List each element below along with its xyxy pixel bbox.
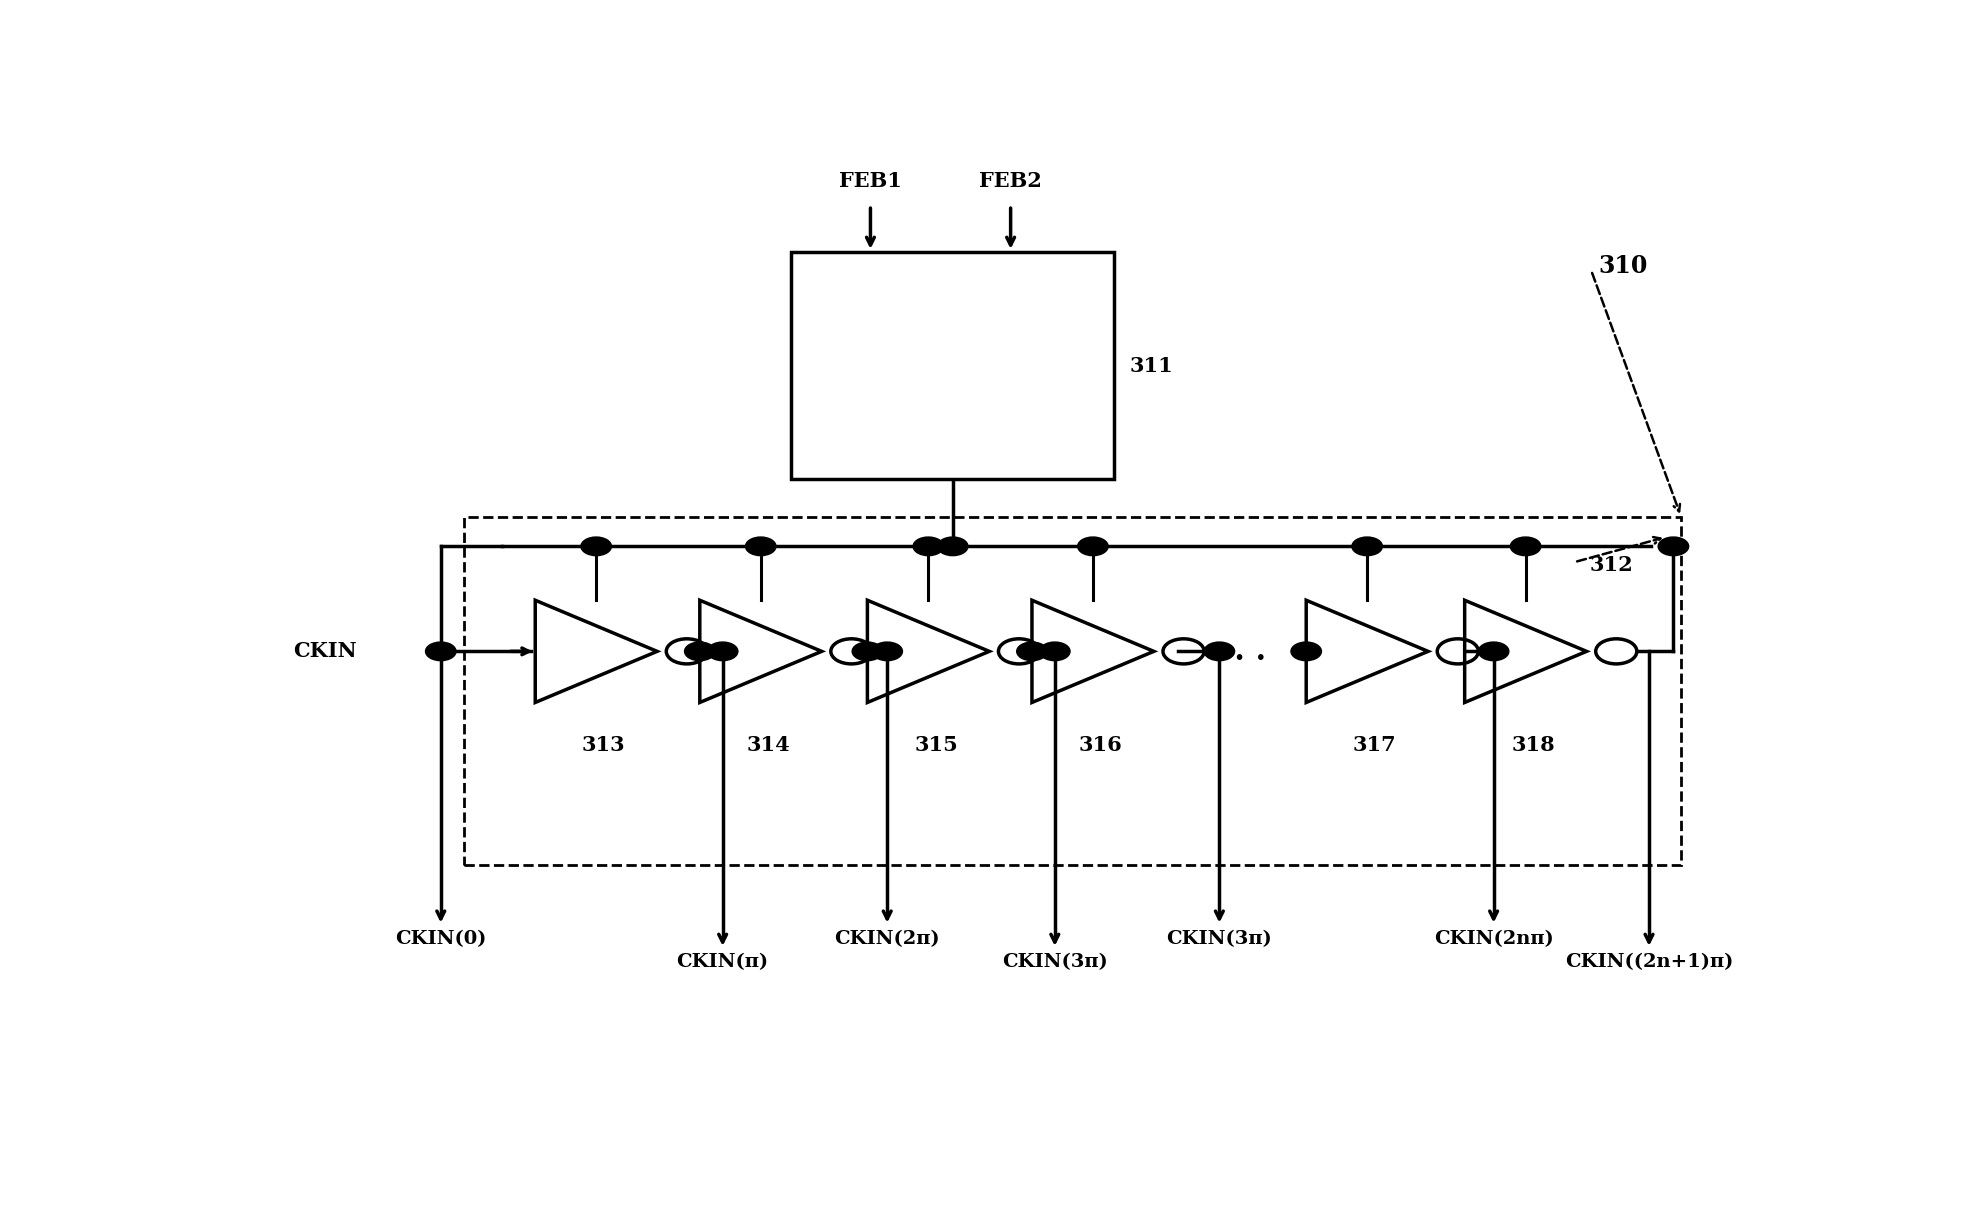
Circle shape xyxy=(1510,537,1541,555)
Circle shape xyxy=(912,537,944,555)
Text: CKIN((2n+1)π): CKIN((2n+1)π) xyxy=(1565,954,1734,972)
Circle shape xyxy=(1353,537,1382,555)
Text: 314: 314 xyxy=(747,735,790,756)
Text: 315: 315 xyxy=(914,735,957,756)
Text: FEB2: FEB2 xyxy=(979,171,1042,191)
Text: 318: 318 xyxy=(1512,735,1555,756)
Circle shape xyxy=(1657,537,1689,555)
Circle shape xyxy=(1016,642,1048,660)
Circle shape xyxy=(1292,642,1321,660)
Bar xyxy=(464,517,1681,865)
Text: CKIN: CKIN xyxy=(293,641,358,661)
Text: 316: 316 xyxy=(1079,735,1123,756)
Text: DELAY
CONTROL
CIRCUIT: DELAY CONTROL CIRCUIT xyxy=(881,320,1024,412)
Text: CKIN(2nπ): CKIN(2nπ) xyxy=(1433,931,1553,949)
Circle shape xyxy=(684,642,716,660)
Text: . . .: . . . xyxy=(1213,636,1266,666)
Circle shape xyxy=(1478,642,1508,660)
Text: 310: 310 xyxy=(1598,253,1648,278)
Text: 313: 313 xyxy=(582,735,625,756)
Circle shape xyxy=(1040,642,1070,660)
Text: 311: 311 xyxy=(1128,356,1174,375)
Circle shape xyxy=(1203,642,1235,660)
Text: FEB1: FEB1 xyxy=(839,171,902,191)
Circle shape xyxy=(1077,537,1109,555)
Circle shape xyxy=(425,642,456,660)
Text: CKIN(π): CKIN(π) xyxy=(676,954,769,972)
Circle shape xyxy=(745,537,777,555)
Text: CKIN(0): CKIN(0) xyxy=(395,931,486,949)
Text: 312: 312 xyxy=(1590,555,1634,575)
Text: 317: 317 xyxy=(1353,735,1396,756)
Text: CKIN(3π): CKIN(3π) xyxy=(1003,954,1107,972)
Circle shape xyxy=(708,642,737,660)
Text: CKIN(3π): CKIN(3π) xyxy=(1166,931,1272,949)
Circle shape xyxy=(873,642,902,660)
Circle shape xyxy=(582,537,611,555)
Bar xyxy=(790,252,1115,479)
Circle shape xyxy=(938,537,967,555)
Circle shape xyxy=(851,642,883,660)
Text: CKIN(2π): CKIN(2π) xyxy=(834,931,940,949)
